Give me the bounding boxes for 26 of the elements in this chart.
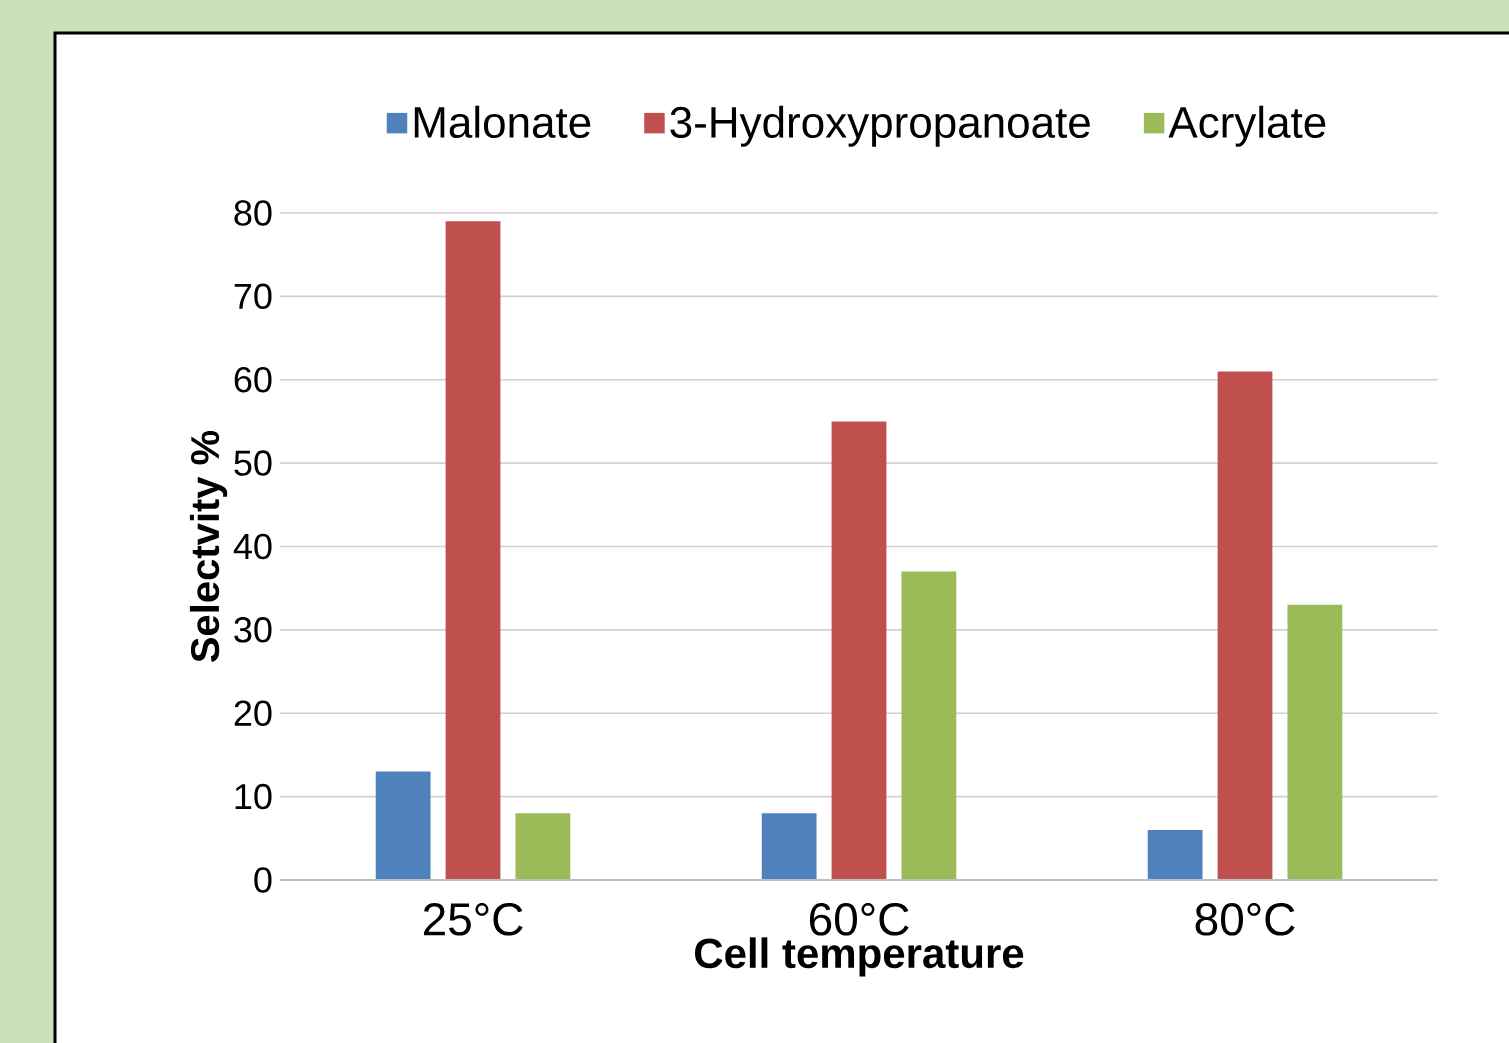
x-tick-label: 60°C: [809, 903, 909, 936]
x-tick-label: 80°C: [1195, 903, 1295, 936]
bar: [831, 421, 887, 880]
y-tick-label: 0: [254, 867, 272, 893]
bar: [1287, 604, 1343, 880]
bar: [515, 813, 571, 880]
y-tick-label: 20: [234, 700, 272, 726]
y-tick-label: 10: [235, 783, 272, 810]
y-tick-label: 60: [234, 366, 272, 393]
bar: [1147, 829, 1203, 880]
y-tick-label: 30: [234, 617, 272, 643]
y-tick-label: 40: [233, 533, 272, 560]
legend-label: Malonate: [414, 105, 591, 139]
bar: [1217, 371, 1273, 880]
x-tick-label: 25°C: [423, 903, 523, 936]
x-axis-title: Cell temperature: [695, 937, 1024, 977]
bar: [901, 571, 957, 880]
y-tick-label: 70: [234, 283, 272, 310]
bar: [445, 221, 501, 880]
bar: [375, 771, 431, 880]
y-axis-title: Selectvity %: [189, 430, 228, 663]
legend-label: 3-Hydroxypropanoate: [670, 105, 1090, 147]
y-tick-label: 50: [234, 450, 272, 476]
y-tick-label: 80: [234, 200, 272, 226]
legend-label: Acrylate: [1168, 105, 1326, 147]
bar: [761, 813, 817, 880]
